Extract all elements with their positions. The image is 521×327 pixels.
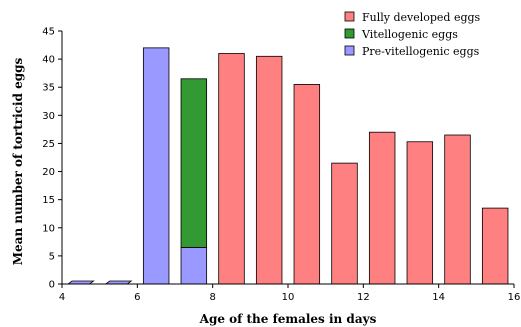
y-tick-label-0: 0 bbox=[49, 280, 55, 291]
bar-pre-vitellogenic-eggs-2 bbox=[142, 47, 170, 285]
x-tick-label-12: 12 bbox=[357, 292, 370, 303]
y-tick-label-45: 45 bbox=[42, 27, 55, 38]
bar-fully-developed-eggs-4 bbox=[218, 53, 245, 285]
y-tick-label-5: 5 bbox=[49, 251, 55, 262]
legend-label-vitellogenic-eggs: Vitellogenic eggs bbox=[361, 28, 458, 41]
y-tick-label-30: 30 bbox=[42, 111, 55, 122]
bar-fully-developed-eggs-8 bbox=[368, 131, 396, 285]
y-tick-label-15: 15 bbox=[42, 195, 55, 206]
x-axis-label: Age of the females in days bbox=[199, 312, 377, 326]
legend-label-fully-developed-eggs: Fully developed eggs bbox=[362, 11, 481, 24]
ticks-group: 0 5 10 15 20 25 30 35 40 45 4 6 8 10 12 14 16 bbox=[42, 27, 520, 304]
bar-fully-developed-eggs-6 bbox=[293, 84, 321, 285]
y-tick-label-25: 25 bbox=[42, 139, 55, 150]
bar-pre-vitellogenic-eggs-3 bbox=[180, 247, 208, 285]
y-tick-label-10: 10 bbox=[42, 223, 55, 234]
y-tick-label-40: 40 bbox=[42, 55, 55, 66]
legend-label-pre-vitellogenic-eggs: Pre-vitellogenic eggs bbox=[362, 45, 480, 58]
x-tick-label-4: 4 bbox=[59, 292, 65, 303]
legend: Fully developed eggs Vitellogenic eggs Pre… bbox=[344, 11, 481, 58]
x-tick-label-16: 16 bbox=[508, 292, 521, 303]
bar-fully-developed-eggs-11 bbox=[481, 207, 509, 285]
x-tick-label-6: 6 bbox=[134, 292, 140, 303]
bar-fully-developed-eggs-5 bbox=[255, 55, 283, 285]
legend-swatch-fully-developed-eggs bbox=[344, 11, 355, 22]
bar-fully-developed-eggs-7 bbox=[331, 162, 358, 285]
y-axis-label: Mean number of tortricid eggs bbox=[11, 58, 25, 266]
legend-swatch-pre-vitellogenic-eggs bbox=[344, 45, 355, 56]
bar-fully-developed-eggs-10 bbox=[444, 134, 471, 285]
x-tick-label-14: 14 bbox=[432, 292, 445, 303]
bar-fully-developed-eggs-9 bbox=[406, 141, 434, 285]
y-tick-label-20: 20 bbox=[42, 167, 55, 178]
x-tick-label-10: 10 bbox=[282, 292, 295, 303]
bars-group bbox=[66, 47, 509, 285]
legend-swatch-vitellogenic-eggs bbox=[344, 28, 355, 39]
x-tick-label-8: 8 bbox=[209, 292, 215, 303]
y-tick-label-35: 35 bbox=[42, 83, 55, 94]
bar-vitellogenic-eggs-3 bbox=[180, 78, 208, 248]
